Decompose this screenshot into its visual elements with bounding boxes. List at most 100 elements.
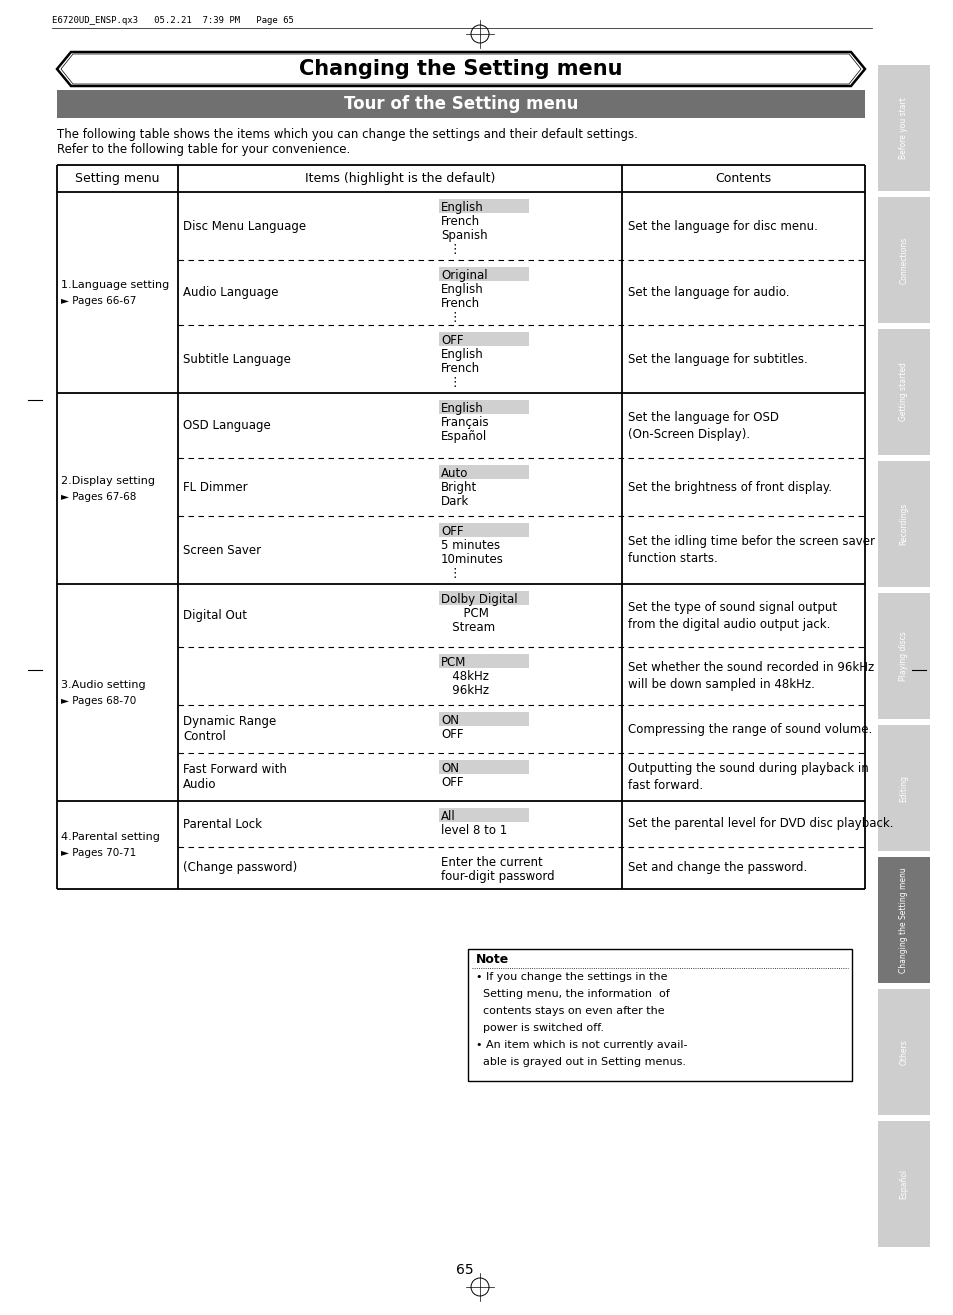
FancyBboxPatch shape (877, 725, 929, 851)
FancyBboxPatch shape (438, 199, 529, 213)
Text: Set the language for audio.: Set the language for audio. (627, 285, 789, 299)
Text: English: English (440, 348, 483, 362)
Text: Changing the Setting menu: Changing the Setting menu (899, 867, 907, 973)
Text: 10minutes: 10minutes (440, 554, 503, 565)
Text: ► Pages 66-67: ► Pages 66-67 (61, 296, 136, 305)
FancyBboxPatch shape (877, 989, 929, 1115)
FancyBboxPatch shape (57, 89, 864, 118)
FancyBboxPatch shape (877, 857, 929, 984)
FancyBboxPatch shape (438, 331, 529, 346)
Text: The following table shows the items which you can change the settings and their : The following table shows the items whic… (57, 128, 638, 141)
Text: E6720UD_ENSP.qx3   05.2.21  7:39 PM   Page 65: E6720UD_ENSP.qx3 05.2.21 7:39 PM Page 65 (52, 16, 294, 25)
Text: Dolby Digital: Dolby Digital (440, 593, 517, 606)
Text: Getting started: Getting started (899, 363, 907, 421)
FancyBboxPatch shape (877, 593, 929, 719)
Text: Fast Forward with
Audio: Fast Forward with Audio (183, 763, 287, 792)
Text: Others: Others (899, 1039, 907, 1065)
Text: Dynamic Range
Control: Dynamic Range Control (183, 715, 276, 743)
Text: Set the brightness of front display.: Set the brightness of front display. (627, 480, 831, 493)
Text: Français: Français (440, 416, 489, 429)
Text: ON: ON (440, 714, 458, 727)
FancyBboxPatch shape (877, 1120, 929, 1247)
Text: Before you start: Before you start (899, 97, 907, 159)
FancyBboxPatch shape (438, 267, 529, 281)
Text: 96kHz: 96kHz (440, 684, 489, 697)
Text: Compressing the range of sound volume.: Compressing the range of sound volume. (627, 722, 871, 735)
Text: (Change password): (Change password) (183, 861, 297, 874)
Text: 5 minutes: 5 minutes (440, 539, 499, 552)
Text: Parental Lock: Parental Lock (183, 818, 262, 831)
Text: Español: Español (899, 1169, 907, 1199)
Text: ► Pages 68-70: ► Pages 68-70 (61, 696, 136, 706)
Text: 48kHz: 48kHz (440, 671, 489, 682)
Text: English: English (440, 402, 483, 416)
FancyBboxPatch shape (438, 654, 529, 668)
FancyBboxPatch shape (438, 760, 529, 775)
FancyBboxPatch shape (468, 949, 851, 1081)
Text: Set and change the password.: Set and change the password. (627, 861, 806, 874)
Text: Playing discs: Playing discs (899, 631, 907, 681)
Text: able is grayed out in Setting menus.: able is grayed out in Setting menus. (476, 1057, 685, 1066)
Text: OFF: OFF (440, 525, 463, 538)
FancyBboxPatch shape (438, 523, 529, 537)
Text: Contents: Contents (715, 172, 771, 185)
Text: level 8 to 1: level 8 to 1 (440, 825, 507, 838)
Text: contents stays on even after the: contents stays on even after the (476, 1006, 664, 1016)
Text: Outputting the sound during playback in
fast forward.: Outputting the sound during playback in … (627, 761, 868, 792)
Text: Spanish: Spanish (440, 229, 487, 242)
Text: Set the language for disc menu.: Set the language for disc menu. (627, 220, 817, 233)
Text: Setting menu: Setting menu (75, 172, 159, 185)
Text: Español: Español (440, 430, 487, 443)
Text: • An item which is not currently avail-: • An item which is not currently avail- (476, 1040, 687, 1049)
Text: Editing: Editing (899, 775, 907, 802)
FancyBboxPatch shape (438, 400, 529, 414)
Text: ► Pages 70-71: ► Pages 70-71 (61, 848, 136, 857)
Text: ⋮: ⋮ (448, 376, 460, 389)
Text: 65: 65 (456, 1262, 474, 1277)
Text: OFF: OFF (440, 729, 463, 740)
Text: Dark: Dark (440, 494, 469, 508)
FancyBboxPatch shape (438, 711, 529, 726)
Text: Audio Language: Audio Language (183, 285, 278, 299)
Text: ⋮: ⋮ (448, 243, 460, 256)
Text: Screen Saver: Screen Saver (183, 543, 261, 556)
Text: PCM: PCM (440, 656, 466, 669)
Text: Set the idling time befor the screen saver
function starts.: Set the idling time befor the screen sav… (627, 535, 874, 565)
Text: power is switched off.: power is switched off. (476, 1023, 603, 1034)
Text: Original: Original (440, 270, 487, 281)
Text: Connections: Connections (899, 237, 907, 284)
Text: Set the parental level for DVD disc playback.: Set the parental level for DVD disc play… (627, 818, 893, 831)
Text: Digital Out: Digital Out (183, 609, 247, 622)
Text: Set the language for subtitles.: Set the language for subtitles. (627, 352, 807, 366)
Text: OFF: OFF (440, 334, 463, 347)
FancyBboxPatch shape (877, 64, 929, 191)
Text: ⋮: ⋮ (448, 312, 460, 323)
FancyBboxPatch shape (438, 590, 529, 605)
Text: four-digit password: four-digit password (440, 871, 554, 882)
Text: Set the language for OSD
(On-Screen Display).: Set the language for OSD (On-Screen Disp… (627, 410, 779, 441)
Text: ⋮: ⋮ (448, 567, 460, 580)
FancyBboxPatch shape (438, 807, 529, 822)
Text: Note: Note (476, 953, 509, 967)
FancyBboxPatch shape (877, 329, 929, 455)
Text: Set whether the sound recorded in 96kHz
will be down sampled in 48kHz.: Set whether the sound recorded in 96kHz … (627, 661, 873, 690)
Text: French: French (440, 362, 479, 375)
Text: Recordings: Recordings (899, 502, 907, 546)
Text: Setting menu, the information  of: Setting menu, the information of (476, 989, 669, 999)
FancyBboxPatch shape (877, 462, 929, 586)
Text: Subtitle Language: Subtitle Language (183, 352, 291, 366)
Text: Changing the Setting menu: Changing the Setting menu (299, 59, 622, 79)
Text: • If you change the settings in the: • If you change the settings in the (476, 972, 667, 982)
Text: Items (highlight is the default): Items (highlight is the default) (305, 172, 495, 185)
Text: Set the type of sound signal output
from the digital audio output jack.: Set the type of sound signal output from… (627, 601, 836, 630)
Text: FL Dimmer: FL Dimmer (183, 480, 248, 493)
Text: 3.Audio setting: 3.Audio setting (61, 680, 146, 689)
Text: Enter the current: Enter the current (440, 856, 542, 869)
Text: Auto: Auto (440, 467, 468, 480)
Text: ► Pages 67-68: ► Pages 67-68 (61, 492, 136, 501)
Text: French: French (440, 214, 479, 227)
Text: ON: ON (440, 761, 458, 775)
Polygon shape (57, 53, 864, 85)
Text: 4.Parental setting: 4.Parental setting (61, 832, 160, 842)
Text: Tour of the Setting menu: Tour of the Setting menu (343, 95, 578, 113)
